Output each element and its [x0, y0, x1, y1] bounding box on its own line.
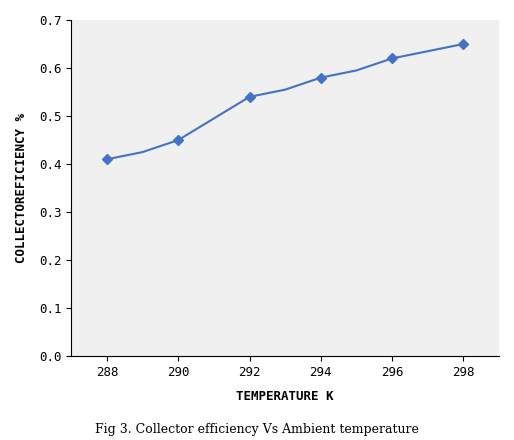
Text: Fig 3. Collector efficiency Vs Ambient temperature: Fig 3. Collector efficiency Vs Ambient t… [95, 422, 419, 436]
Y-axis label: COLLECTOREFICIENCY %: COLLECTOREFICIENCY % [15, 113, 28, 263]
X-axis label: TEMPERATURE K: TEMPERATURE K [236, 390, 334, 403]
